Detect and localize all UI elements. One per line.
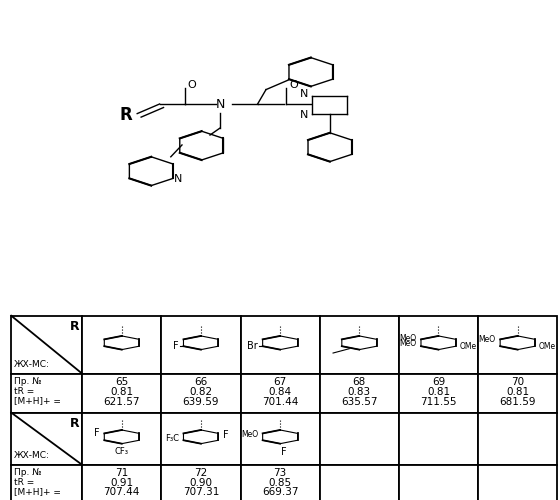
Text: 69: 69 xyxy=(432,377,445,387)
Text: 0.81: 0.81 xyxy=(427,387,450,397)
Bar xyxy=(82,465,161,500)
Bar xyxy=(320,316,399,374)
Text: R: R xyxy=(71,320,80,334)
Text: 0.81: 0.81 xyxy=(506,387,529,397)
Text: ЖХ-МС:: ЖХ-МС: xyxy=(13,451,49,460)
Text: F₃C: F₃C xyxy=(165,434,179,444)
Text: MeO: MeO xyxy=(478,335,495,344)
Text: 73: 73 xyxy=(273,468,287,478)
Text: 66: 66 xyxy=(194,377,208,387)
Bar xyxy=(478,374,557,412)
Bar xyxy=(161,316,240,374)
Text: N: N xyxy=(174,174,182,184)
Text: 711.55: 711.55 xyxy=(420,396,457,406)
Text: MeO: MeO xyxy=(399,339,416,348)
Bar xyxy=(399,374,478,412)
Text: O: O xyxy=(188,80,197,90)
Text: Br: Br xyxy=(247,341,258,351)
Text: tR =: tR = xyxy=(14,478,34,486)
Bar xyxy=(161,465,240,500)
Text: [M+H]+ =: [M+H]+ = xyxy=(14,396,61,406)
Bar xyxy=(320,465,399,500)
Bar xyxy=(82,412,161,465)
Text: OMe: OMe xyxy=(460,342,477,351)
Text: 0.85: 0.85 xyxy=(269,478,292,488)
Text: O: O xyxy=(289,80,298,90)
Text: 701.44: 701.44 xyxy=(262,396,298,406)
Text: 72: 72 xyxy=(194,468,208,478)
Text: 707.31: 707.31 xyxy=(183,487,219,497)
Bar xyxy=(240,374,320,412)
Text: 68: 68 xyxy=(353,377,366,387)
Text: 71: 71 xyxy=(115,468,128,478)
Bar xyxy=(399,465,478,500)
Text: 67: 67 xyxy=(273,377,287,387)
Bar xyxy=(11,316,82,374)
Text: 65: 65 xyxy=(115,377,128,387)
Text: R: R xyxy=(120,106,132,124)
Bar xyxy=(82,374,161,412)
Text: Пр. №: Пр. № xyxy=(14,377,41,386)
Text: MeO: MeO xyxy=(399,334,416,343)
Text: CF₃: CF₃ xyxy=(115,448,129,456)
Bar xyxy=(478,316,557,374)
Text: F: F xyxy=(281,448,287,458)
Bar xyxy=(478,465,557,500)
Bar xyxy=(11,374,82,412)
Text: 681.59: 681.59 xyxy=(500,396,536,406)
Text: N: N xyxy=(216,98,225,110)
Text: N: N xyxy=(300,110,308,120)
Text: [M+H]+ =: [M+H]+ = xyxy=(14,487,61,496)
Bar xyxy=(399,316,478,374)
Text: 0.83: 0.83 xyxy=(348,387,371,397)
Bar xyxy=(161,374,240,412)
Text: OMe: OMe xyxy=(539,342,556,350)
Text: N: N xyxy=(300,90,308,100)
Bar xyxy=(478,412,557,465)
Bar xyxy=(11,412,82,465)
Text: 669.37: 669.37 xyxy=(262,487,298,497)
Bar xyxy=(320,412,399,465)
Text: MeO: MeO xyxy=(241,430,258,440)
Bar xyxy=(320,374,399,412)
Text: 707.44: 707.44 xyxy=(104,487,140,497)
Text: 621.57: 621.57 xyxy=(104,396,140,406)
Text: 639.59: 639.59 xyxy=(183,396,219,406)
Bar xyxy=(399,412,478,465)
Text: F: F xyxy=(94,428,100,438)
Text: 0.81: 0.81 xyxy=(110,387,133,397)
Text: F: F xyxy=(173,341,179,351)
Text: R: R xyxy=(71,418,80,430)
Text: tR =: tR = xyxy=(14,387,34,396)
Text: 0.90: 0.90 xyxy=(189,478,212,488)
Bar xyxy=(161,412,240,465)
Bar xyxy=(240,465,320,500)
Text: 0.84: 0.84 xyxy=(269,387,292,397)
Text: 0.82: 0.82 xyxy=(189,387,212,397)
Bar xyxy=(240,316,320,374)
Bar xyxy=(11,465,82,500)
Text: F: F xyxy=(223,430,228,440)
Text: 0.91: 0.91 xyxy=(110,478,133,488)
Text: 635.57: 635.57 xyxy=(341,396,377,406)
Text: 70: 70 xyxy=(511,377,524,387)
Bar xyxy=(82,316,161,374)
Bar xyxy=(240,412,320,465)
Text: ЖХ-МС:: ЖХ-МС: xyxy=(13,360,49,369)
Text: Пр. №: Пр. № xyxy=(14,468,41,477)
